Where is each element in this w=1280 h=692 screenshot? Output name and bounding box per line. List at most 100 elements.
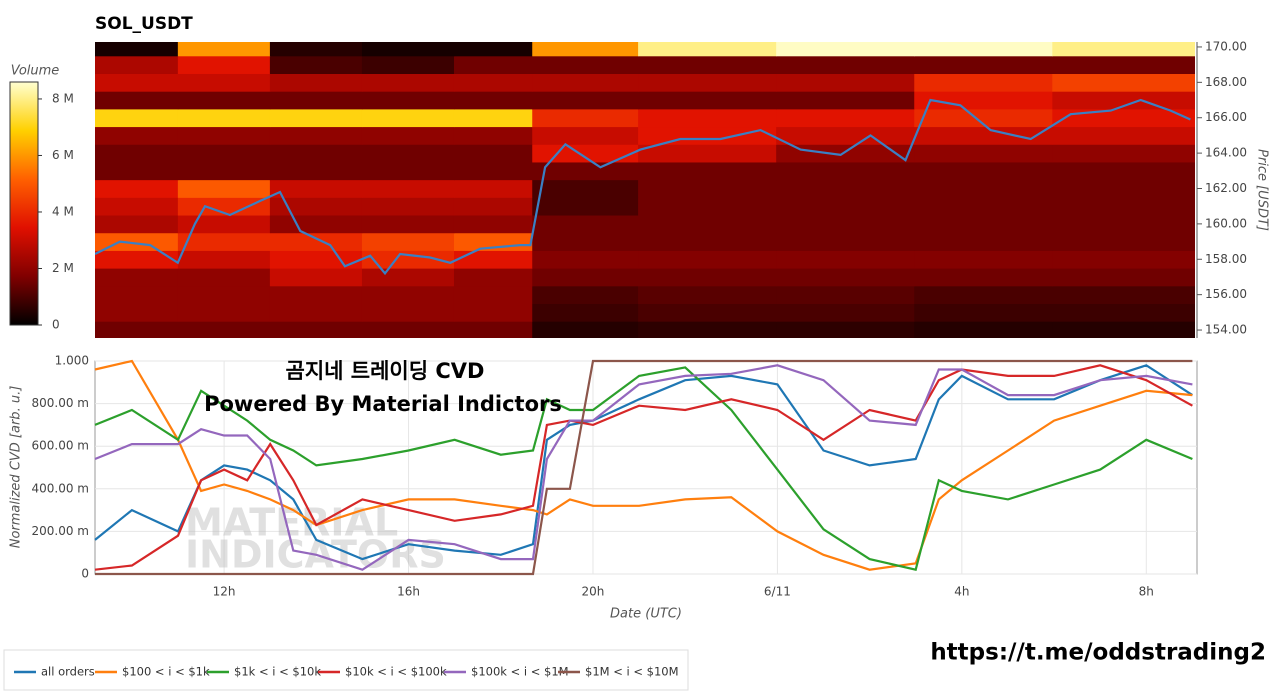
heatmap-cell <box>95 303 179 322</box>
x-tick-label: 8h <box>1139 585 1154 599</box>
y-tick-label: 1.000 <box>55 354 89 368</box>
heatmap-cell <box>532 42 639 57</box>
heatmap-cell <box>177 285 271 304</box>
heatmap-cell <box>776 268 915 287</box>
heatmap-cell <box>914 232 1053 251</box>
heatmap-cell <box>269 303 363 322</box>
legend-label: $100 < i < $1k <box>122 665 210 679</box>
heatmap-cell <box>638 55 777 74</box>
heatmap-cell <box>361 161 455 181</box>
heatmap-cell <box>776 126 915 145</box>
heatmap-cell <box>638 42 777 57</box>
heatmap-cell <box>453 179 533 198</box>
y-tick-label: 164.00 <box>1205 146 1247 160</box>
heatmap-cell <box>776 285 915 304</box>
heatmap-cell <box>532 215 639 234</box>
heatmap-cell <box>95 215 179 234</box>
heatmap-cell <box>269 55 363 74</box>
heatmap-cell <box>95 91 179 110</box>
heatmap-cell <box>638 215 777 234</box>
y-tick-label: 400.00 m <box>32 481 90 495</box>
heatmap-cell <box>638 179 777 198</box>
footer-link: https://t.me/oddstrading2 <box>930 640 1266 666</box>
heatmap-cell <box>269 42 363 57</box>
heatmap-cell <box>776 250 915 269</box>
y-tick-label: 156.00 <box>1205 287 1247 301</box>
y-tick-label: 800.00 m <box>32 396 90 410</box>
heatmap-cell <box>453 91 533 110</box>
heatmap-cell <box>269 126 363 145</box>
heatmap-cell <box>269 108 363 128</box>
heatmap-cell <box>361 144 455 163</box>
y-tick-label: 154.00 <box>1205 323 1247 337</box>
heatmap-cell <box>361 108 455 128</box>
heatmap-cell <box>776 232 915 251</box>
heatmap-cell <box>1052 144 1195 163</box>
heatmap-cell <box>177 42 271 57</box>
heatmap-cell <box>177 55 271 74</box>
y-axis-label: Normalized CVD [arb. u.] <box>9 386 24 549</box>
heatmap-cell <box>638 197 777 216</box>
cvd-line <box>95 359 1193 576</box>
heatmap-cell <box>177 144 271 163</box>
heatmap-cell <box>1052 73 1195 92</box>
heatmap-cell <box>776 91 915 110</box>
heatmap <box>95 42 1195 338</box>
heatmap-cell <box>1052 91 1195 110</box>
heatmap-cell <box>95 268 179 287</box>
heatmap-cell <box>95 321 179 338</box>
heatmap-cell <box>361 197 455 216</box>
heatmap-cell <box>269 179 363 198</box>
x-axis-label: Date (UTC) <box>610 607 682 622</box>
x-tick-label: 12h <box>213 585 236 599</box>
heatmap-cell <box>1052 197 1195 216</box>
heatmap-cell <box>1052 42 1195 57</box>
heatmap-cell <box>361 179 455 198</box>
heatmap-cell <box>177 232 271 251</box>
y-tick-label: 200.00 m <box>32 524 90 538</box>
heatmap-cell <box>453 42 533 57</box>
heatmap-cell <box>914 179 1053 198</box>
heatmap-cell <box>95 42 179 57</box>
heatmap-cell <box>532 321 639 338</box>
heatmap-cell <box>776 303 915 322</box>
heatmap-cell <box>1052 215 1195 234</box>
y-tick-label: 160.00 <box>1205 216 1247 230</box>
heatmap-cell <box>269 91 363 110</box>
heatmap-cell <box>361 285 455 304</box>
x-tick-label: 20h <box>582 585 605 599</box>
x-tick-label: 4h <box>954 585 969 599</box>
heatmap-cell <box>532 161 639 181</box>
heatmap-cell <box>1052 126 1195 145</box>
heatmap-cell <box>532 268 639 287</box>
heatmap-cell <box>914 42 1053 57</box>
heatmap-cell <box>776 42 915 57</box>
heatmap-cell <box>453 285 533 304</box>
legend-label: $10k < i < $100k <box>345 665 447 679</box>
cvd-line <box>94 366 1193 572</box>
legend-label: all orders <box>41 665 95 679</box>
watermark: MATERIAL <box>185 501 398 545</box>
heatmap-cell <box>776 215 915 234</box>
legend-label: $1k < i < $10k <box>234 665 321 679</box>
heatmap-cell <box>269 285 363 304</box>
heatmap-cell <box>453 55 533 74</box>
heatmap-cell <box>269 161 363 181</box>
heatmap-cell <box>638 250 777 269</box>
heatmap-cell <box>453 108 533 128</box>
heatmap-cell <box>361 42 455 57</box>
y-axis-label: Price [USDT] <box>1255 149 1270 231</box>
y-tick-label: 166.00 <box>1205 110 1247 124</box>
heatmap-cell <box>95 55 179 74</box>
heatmap-cell <box>453 268 533 287</box>
heatmap-cell <box>453 250 533 269</box>
heatmap-cell <box>638 144 777 163</box>
heatmap-cell <box>269 268 363 287</box>
heatmap-cell <box>361 321 455 338</box>
heatmap-cell <box>776 144 915 163</box>
heatmap-cell <box>177 108 271 128</box>
heatmap-cell <box>95 197 179 216</box>
heatmap-cell <box>914 268 1053 287</box>
heatmap-cell <box>776 73 915 92</box>
legend-box <box>3 649 689 691</box>
